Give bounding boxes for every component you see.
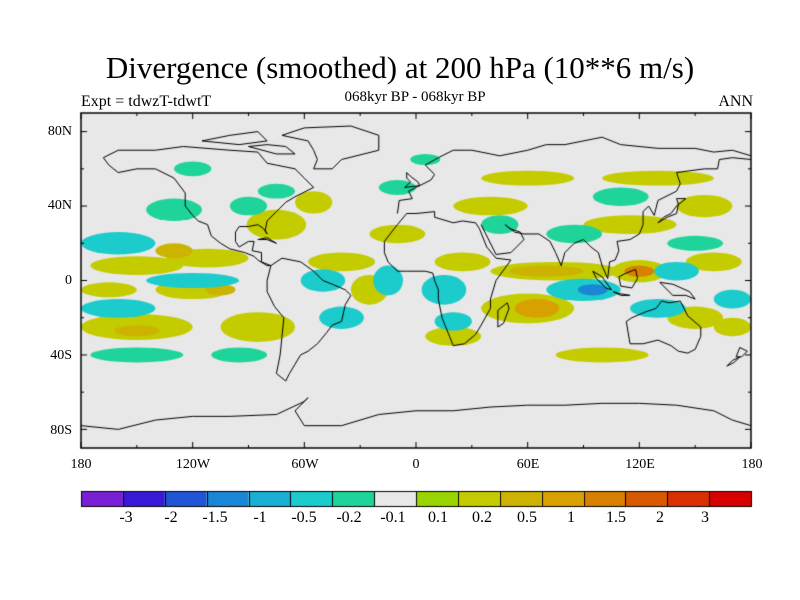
y-tick-label: 40S — [50, 348, 72, 363]
y-tick-label: 80N — [47, 124, 72, 139]
x-tick-label: 120E — [625, 457, 655, 472]
colorbar-label: -0.5 — [291, 509, 317, 526]
x-tick-label: 120W — [175, 457, 211, 472]
colorbar-label: -1.5 — [202, 509, 228, 526]
colorbar-label: 0.1 — [428, 509, 448, 526]
colorbar-label: 2 — [656, 509, 664, 526]
colorbar-label: -1 — [253, 509, 267, 526]
colorbar-label: -2 — [164, 509, 178, 526]
x-tick-label: 60E — [516, 457, 540, 472]
x-tick-label: 60W — [291, 457, 319, 472]
colorbar-label: -0.2 — [336, 509, 362, 526]
colorbar-label: -3 — [119, 509, 133, 526]
colorbar-label: 1 — [567, 509, 575, 526]
plot-title: Divergence (smoothed) at 200 hPa (10**6 … — [105, 50, 695, 85]
x-tick-label: 180 — [741, 457, 763, 472]
y-tick-label: 80S — [50, 423, 72, 438]
y-tick-label: 40N — [47, 198, 72, 213]
y-tick-label: 0 — [65, 273, 72, 288]
colorbar-label: 1.5 — [606, 509, 626, 526]
plot-subtitle: 068kyr BP - 068kyr BP — [344, 89, 486, 105]
experiment-label: Expt = tdwzT-tdwtT — [81, 93, 212, 110]
period-label: ANN — [718, 93, 753, 110]
colorbar-label: 3 — [701, 509, 709, 526]
colorbar-label: -0.1 — [380, 509, 406, 526]
colorbar-label: 0.2 — [472, 509, 492, 526]
x-tick-label: 180 — [70, 457, 92, 472]
colorbar-label: 0.5 — [517, 509, 537, 526]
x-tick-label: 0 — [412, 457, 420, 472]
